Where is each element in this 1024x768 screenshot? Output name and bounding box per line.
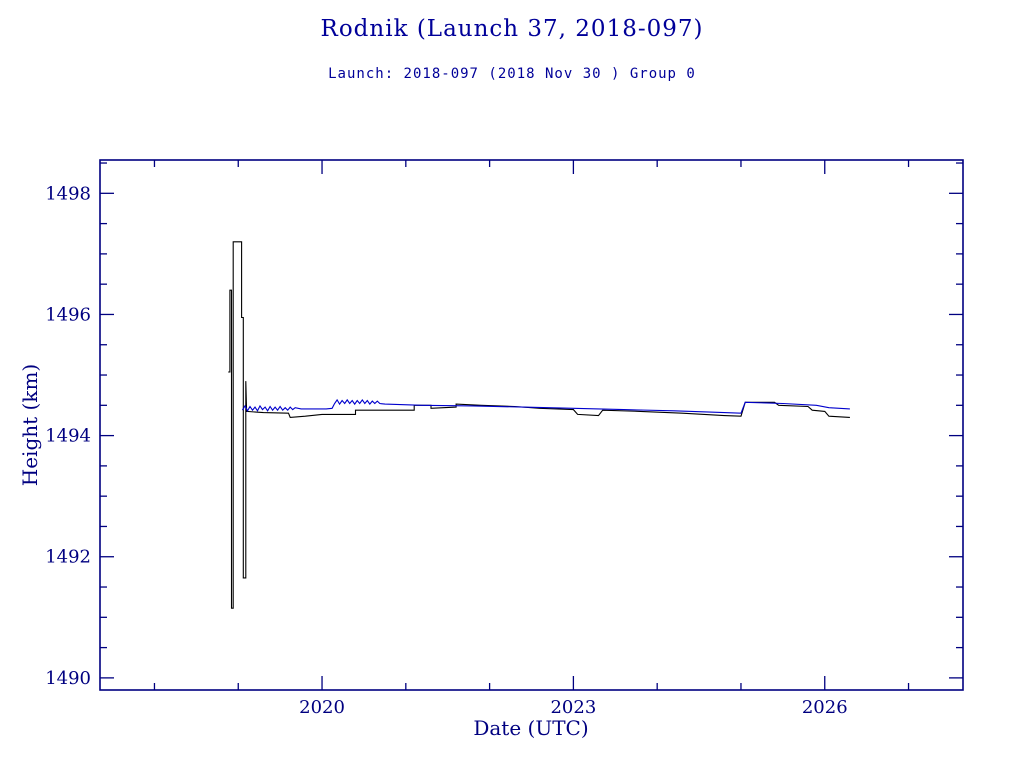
y-tick-label: 1498 — [45, 183, 91, 204]
chart-title: Rodnik (Launch 37, 2018-097) — [320, 16, 704, 42]
y-tick-label: 1490 — [45, 668, 91, 689]
x-axis-label: Date (UTC) — [473, 716, 589, 740]
chart-subtitle: Launch: 2018-097 (2018 Nov 30 ) Group 0 — [328, 66, 696, 82]
y-tick-label: 1492 — [45, 547, 91, 568]
object-a-height-line — [228, 241, 850, 609]
y-tick-label: 1496 — [45, 304, 91, 325]
x-tick-label: 2020 — [299, 697, 345, 718]
object-b-height-line — [241, 398, 850, 414]
x-tick-label: 2026 — [802, 697, 848, 718]
plot-frame — [99, 159, 964, 691]
y-tick-label: 1494 — [45, 426, 91, 447]
x-tick-label: 2023 — [550, 697, 596, 718]
